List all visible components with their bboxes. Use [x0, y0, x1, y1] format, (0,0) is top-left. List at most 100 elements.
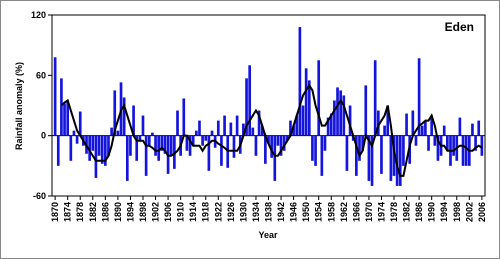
bar: [289, 120, 292, 136]
bar: [420, 125, 424, 136]
bar: [69, 135, 73, 161]
bar: [169, 135, 173, 156]
x-tick-label: 1926: [226, 202, 236, 222]
bar: [270, 135, 273, 158]
bar: [223, 115, 226, 136]
x-tick-label: 1898: [138, 202, 148, 222]
y-tick-label: 120: [31, 10, 46, 20]
x-tick-label: 1870: [50, 202, 60, 222]
bar: [345, 135, 349, 171]
x-tick-label: 1906: [163, 202, 173, 222]
bar: [370, 135, 374, 186]
bar: [173, 135, 176, 169]
bar: [307, 80, 311, 136]
bar: [336, 87, 339, 136]
bar: [141, 115, 145, 136]
bar: [367, 135, 371, 181]
bar: [373, 60, 377, 136]
bar: [383, 125, 386, 136]
bar: [361, 135, 364, 151]
bar: [104, 135, 107, 166]
bar: [304, 68, 308, 136]
bar: [480, 135, 484, 156]
x-axis-label: Year: [258, 230, 278, 240]
bar: [326, 117, 330, 136]
bar: [292, 125, 295, 136]
bar: [477, 120, 481, 136]
bar: [405, 113, 408, 136]
x-tick-label: 1982: [402, 202, 412, 222]
bar: [147, 135, 151, 146]
bar: [201, 135, 204, 146]
x-tick-label: 2006: [477, 202, 487, 222]
x-tick-label: 1934: [251, 202, 261, 222]
bar: [72, 130, 76, 136]
bar: [204, 135, 208, 141]
bar: [144, 135, 148, 176]
bar: [411, 110, 415, 136]
bar: [163, 135, 167, 154]
bar: [279, 135, 283, 156]
bar: [94, 135, 98, 178]
bar: [78, 111, 82, 136]
x-tick-label: 1974: [376, 202, 386, 222]
x-tick-label: 1966: [351, 202, 361, 222]
bar: [314, 135, 317, 166]
x-tick-label: 1970: [364, 202, 374, 222]
x-tick-label: 2002: [464, 202, 474, 222]
bar: [311, 135, 314, 161]
bar: [282, 135, 286, 151]
bar: [207, 135, 211, 171]
bar: [317, 60, 321, 136]
bar: [433, 135, 437, 146]
bar: [113, 90, 117, 136]
bar: [182, 98, 186, 136]
bar: [88, 135, 91, 161]
x-tick-label: 1990: [427, 202, 437, 222]
bar: [323, 135, 327, 151]
bar: [107, 135, 110, 156]
bar: [63, 103, 66, 136]
y-tick-label: 0: [41, 131, 46, 141]
bar: [474, 135, 477, 151]
bar: [273, 135, 277, 181]
bar: [264, 135, 267, 164]
x-tick-label: 1978: [389, 202, 399, 222]
bar: [355, 135, 358, 176]
bar: [138, 135, 142, 141]
bar: [194, 130, 198, 136]
bar: [376, 110, 380, 136]
bar: [191, 135, 195, 146]
bar: [446, 135, 449, 151]
bar: [60, 78, 63, 136]
bar: [430, 115, 433, 136]
bar: [436, 135, 440, 161]
bar: [242, 123, 245, 136]
bar: [452, 135, 455, 156]
bar: [216, 120, 220, 136]
bar: [229, 122, 233, 136]
x-tick-label: 1882: [88, 202, 98, 222]
bar: [226, 135, 230, 168]
bar: [427, 135, 430, 151]
x-tick-label: 1890: [113, 202, 123, 222]
bar: [285, 135, 289, 141]
x-tick-label: 1874: [63, 202, 73, 222]
bar: [417, 58, 421, 136]
bar: [235, 115, 239, 136]
bar: [414, 135, 418, 146]
x-tick-label: 1942: [276, 202, 286, 222]
bar: [358, 135, 361, 161]
bar: [301, 105, 305, 136]
bar: [220, 135, 223, 166]
bar: [75, 135, 79, 144]
bar: [348, 105, 352, 136]
bar: [248, 65, 252, 136]
x-tick-label: 1922: [213, 202, 223, 222]
bar: [129, 135, 132, 156]
bar: [116, 130, 120, 136]
bar: [342, 95, 346, 136]
x-tick-label: 1894: [125, 202, 135, 222]
y-tick-label: 60: [36, 70, 46, 80]
bar: [402, 135, 405, 166]
